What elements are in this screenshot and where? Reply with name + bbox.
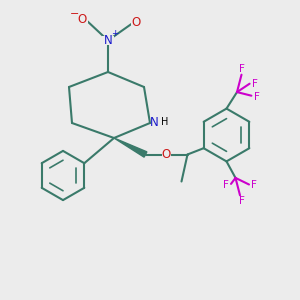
- Text: O: O: [132, 16, 141, 29]
- Bar: [162, 151, 171, 158]
- Text: +: +: [111, 29, 118, 38]
- Polygon shape: [114, 138, 147, 157]
- Text: F: F: [238, 64, 244, 74]
- Text: F: F: [223, 180, 229, 190]
- Text: F: F: [252, 79, 258, 89]
- Bar: [152, 118, 161, 127]
- Bar: [102, 36, 114, 45]
- Bar: [131, 18, 142, 27]
- Text: N: N: [150, 116, 159, 129]
- Text: O: O: [78, 13, 87, 26]
- Text: F: F: [238, 196, 244, 206]
- Bar: [77, 15, 88, 24]
- Text: O: O: [162, 148, 171, 161]
- Text: F: F: [251, 179, 257, 190]
- Text: F: F: [254, 92, 260, 102]
- Text: −: −: [69, 8, 79, 19]
- Text: N: N: [103, 34, 112, 47]
- Text: H: H: [161, 117, 169, 128]
